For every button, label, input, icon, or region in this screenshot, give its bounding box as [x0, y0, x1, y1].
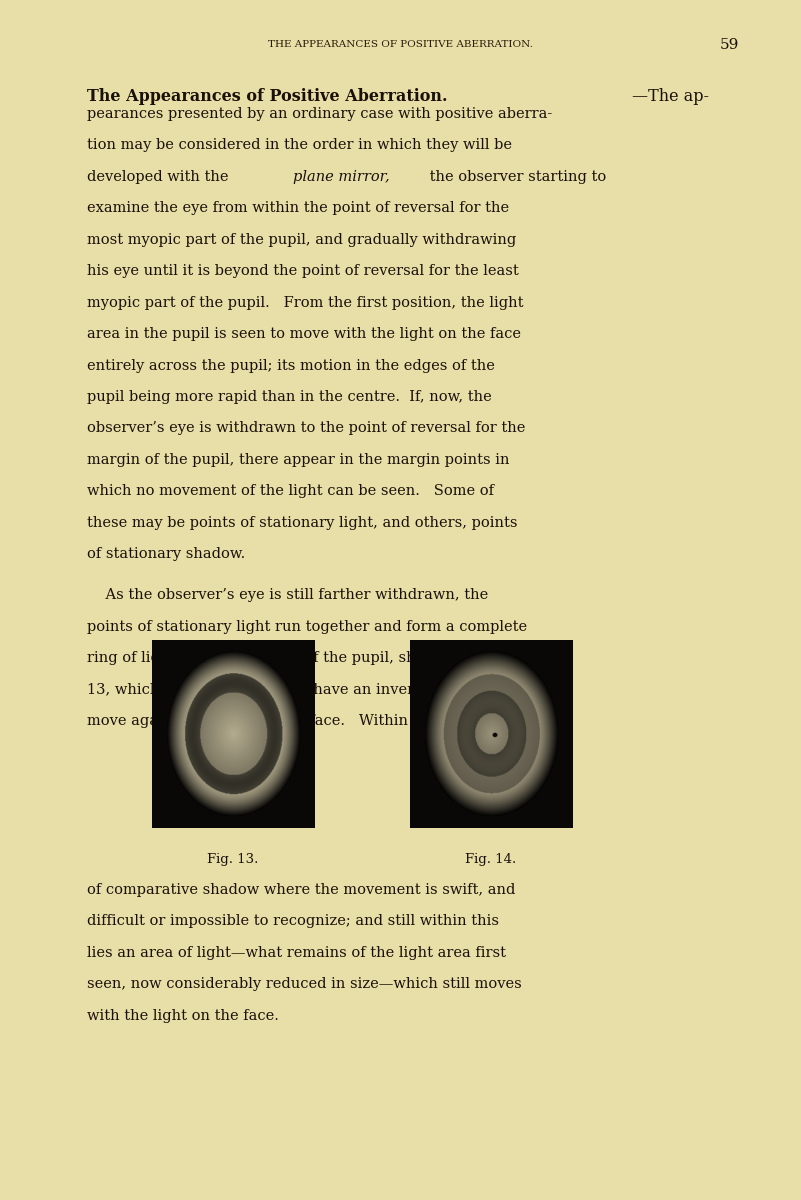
- Text: the observer starting to: the observer starting to: [425, 170, 606, 184]
- Text: ring of light in the periphery of the pupil, shown in figure: ring of light in the periphery of the pu…: [87, 652, 514, 665]
- Text: pupil being more rapid than in the centre.  If, now, the: pupil being more rapid than in the centr…: [87, 390, 492, 404]
- Text: with the light on the face.: with the light on the face.: [87, 1009, 279, 1022]
- Text: Fig. 13.: Fig. 13.: [207, 853, 259, 866]
- Text: of stationary shadow.: of stationary shadow.: [87, 547, 245, 562]
- Text: 59: 59: [720, 38, 739, 52]
- Text: these may be points of stationary light, and others, points: these may be points of stationary light,…: [87, 516, 517, 529]
- Text: As the observer’s eye is still farther withdrawn, the: As the observer’s eye is still farther w…: [87, 588, 489, 602]
- Text: The Appearances of Positive Aberration.: The Appearances of Positive Aberration.: [87, 88, 448, 104]
- Text: observer’s eye is withdrawn to the point of reversal for the: observer’s eye is withdrawn to the point…: [87, 421, 525, 436]
- Text: points of stationary light run together and form a complete: points of stationary light run together …: [87, 619, 527, 634]
- Text: entirely across the pupil; its motion in the edges of the: entirely across the pupil; its motion in…: [87, 359, 495, 372]
- Text: —The ap-: —The ap-: [632, 88, 709, 104]
- Text: plane mirror,: plane mirror,: [293, 170, 389, 184]
- Text: which no movement of the light can be seen.   Some of: which no movement of the light can be se…: [87, 485, 494, 498]
- Text: pearances presented by an ordinary case with positive aberra-: pearances presented by an ordinary case …: [87, 107, 552, 121]
- Text: myopic part of the pupil.   From the first position, the light: myopic part of the pupil. From the first…: [87, 295, 524, 310]
- Text: most myopic part of the pupil, and gradually withdrawing: most myopic part of the pupil, and gradu…: [87, 233, 517, 247]
- Text: tion may be considered in the order in which they will be: tion may be considered in the order in w…: [87, 138, 512, 152]
- Text: developed with the: developed with the: [87, 170, 233, 184]
- Text: margin of the pupil, there appear in the margin points in: margin of the pupil, there appear in the…: [87, 452, 509, 467]
- Text: lies an area of light—what remains of the light area first: lies an area of light—what remains of th…: [87, 946, 506, 960]
- Text: of comparative shadow where the movement is swift, and: of comparative shadow where the movement…: [87, 883, 515, 898]
- Text: his eye until it is beyond the point of reversal for the least: his eye until it is beyond the point of …: [87, 264, 519, 278]
- Text: move against the light on the face.   Within this is a ring: move against the light on the face. With…: [87, 714, 506, 728]
- Text: 13, which is presently seen to have an inverted motion—to: 13, which is presently seen to have an i…: [87, 683, 524, 696]
- Text: seen, now considerably reduced in size—which still moves: seen, now considerably reduced in size—w…: [87, 977, 521, 991]
- Text: THE APPEARANCES OF POSITIVE ABERRATION.: THE APPEARANCES OF POSITIVE ABERRATION.: [268, 40, 533, 49]
- Text: examine the eye from within the point of reversal for the: examine the eye from within the point of…: [87, 202, 509, 215]
- Text: difficult or impossible to recognize; and still within this: difficult or impossible to recognize; an…: [87, 914, 499, 929]
- Text: area in the pupil is seen to move with the light on the face: area in the pupil is seen to move with t…: [87, 328, 521, 341]
- Text: Fig. 14.: Fig. 14.: [465, 853, 517, 866]
